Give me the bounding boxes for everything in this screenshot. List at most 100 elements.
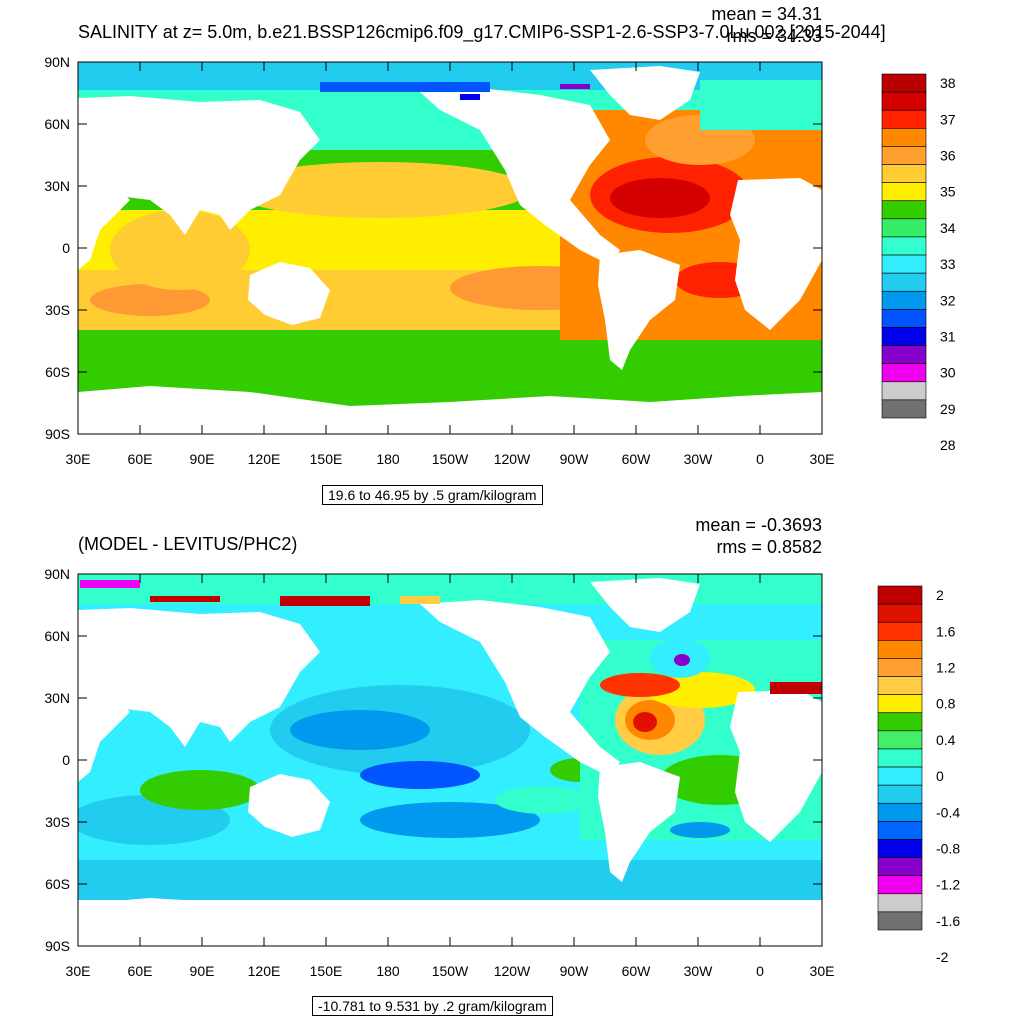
rms-label: rms = 0.8582 xyxy=(716,537,822,557)
colorbar-difference: 2 1.6 1.2 0.8 0.4 0 -0.4 -0.8 -1.2 -1.6 -2 xyxy=(877,585,960,965)
lon-tick-label: 60W xyxy=(622,451,652,467)
colorbar-swatch xyxy=(881,254,927,274)
map-axes: 90N 60N 30N 0 30S 60S 90S 30E 60E 90E 120E 150E 180 1… xyxy=(44,54,834,467)
colorbar-swatch xyxy=(881,327,927,346)
lon-tick-label: 30W xyxy=(684,963,714,979)
salinity-map xyxy=(78,62,822,434)
colorbar-label: 32 xyxy=(940,292,956,308)
colorbar-swatch xyxy=(881,200,927,220)
colorbar-swatch xyxy=(881,109,927,129)
colorbar-label: 1.6 xyxy=(936,623,956,639)
lon-tick-label: 60E xyxy=(128,963,153,979)
colorbar-swatch xyxy=(881,73,927,93)
lon-tick-label: 120E xyxy=(248,451,281,467)
colorbar-label: 2 xyxy=(936,587,944,603)
lon-tick-label: 30E xyxy=(66,963,91,979)
rms-label: rms = 34.33 xyxy=(726,26,822,46)
colorbar-label: 30 xyxy=(940,365,956,381)
colorbar-swatch xyxy=(877,603,923,623)
colorbar-label: -0.8 xyxy=(936,841,960,857)
lon-tick-label: 150W xyxy=(432,963,469,979)
lon-tick-label: 90W xyxy=(560,963,590,979)
colorbar-label: 38 xyxy=(940,75,956,91)
colorbar-swatch xyxy=(877,640,923,659)
lat-tick-label: 30N xyxy=(44,178,70,194)
colorbar-label: 34 xyxy=(940,220,956,236)
colorbar-swatch xyxy=(881,272,927,292)
lat-tick-label: 60S xyxy=(45,876,70,892)
colorbar-label: 0 xyxy=(936,768,944,784)
contour-caption: -10.781 to 9.531 by .2 gram/kilogram xyxy=(312,996,553,1016)
colorbar-swatch xyxy=(877,821,923,840)
colorbar-label: -0.4 xyxy=(936,804,960,820)
lon-tick-label: 90W xyxy=(560,451,590,467)
lon-tick-label: 0 xyxy=(756,451,764,467)
lon-tick-label: 180 xyxy=(376,963,400,979)
colorbar-label: 0.8 xyxy=(936,696,956,712)
contour-caption: 19.6 to 46.95 by .5 gram/kilogram xyxy=(322,485,543,505)
lon-tick-label: 30E xyxy=(810,963,835,979)
colorbar-swatch xyxy=(881,182,927,202)
colorbar-swatch xyxy=(877,857,923,876)
difference-map xyxy=(78,574,822,946)
lat-tick-label: 90S xyxy=(45,938,70,954)
colorbar-swatch xyxy=(877,730,923,750)
lat-tick-label: 0 xyxy=(62,752,70,768)
lon-tick-label: 90E xyxy=(190,963,215,979)
lon-tick-label: 30E xyxy=(810,451,835,467)
lat-tick-label: 60S xyxy=(45,364,70,380)
colorbar-label: 0.4 xyxy=(936,732,956,748)
panel-title: SALINITY at z= 5.0m, b.e21.BSSP126cmip6.… xyxy=(78,22,886,43)
colorbar-label: 29 xyxy=(940,401,956,417)
mean-label: mean = -0.3693 xyxy=(695,515,822,535)
colorbar-swatch xyxy=(877,694,923,714)
colorbar-swatch xyxy=(877,748,923,768)
lat-tick-label: 60N xyxy=(44,116,70,132)
colorbar-swatch xyxy=(877,658,923,677)
colorbar-swatch xyxy=(881,91,927,111)
lat-tick-label: 90S xyxy=(45,426,70,442)
lon-tick-label: 0 xyxy=(756,963,764,979)
colorbar-label: -1.6 xyxy=(936,913,960,929)
colorbar-swatch xyxy=(881,164,927,183)
lat-tick-label: 60N xyxy=(44,628,70,644)
lon-tick-label: 150E xyxy=(310,963,343,979)
colorbar-label: 28 xyxy=(940,437,956,453)
lon-tick-label: 120W xyxy=(494,451,531,467)
colorbar-label: 35 xyxy=(940,184,956,200)
mean-label: mean = 34.31 xyxy=(711,4,822,24)
lon-tick-label: 150W xyxy=(432,451,469,467)
lon-tick-label: 150E xyxy=(310,451,343,467)
colorbar-label: 1.2 xyxy=(936,659,956,675)
colorbar-swatch xyxy=(877,766,923,786)
colorbar-swatch xyxy=(877,911,923,931)
colorbar-swatch xyxy=(881,381,927,401)
lon-tick-label: 60E xyxy=(128,451,153,467)
lat-tick-label: 30N xyxy=(44,690,70,706)
panel-difference: (MODEL - LEVITUS/PHC2) mean = -0.3693 rm… xyxy=(44,515,960,979)
lon-tick-label: 30W xyxy=(684,451,714,467)
lon-tick-label: 120E xyxy=(248,963,281,979)
colorbar-swatch xyxy=(877,585,923,605)
colorbar-swatch xyxy=(877,893,923,913)
colorbar-label: 33 xyxy=(940,256,956,272)
colorbar-label: 31 xyxy=(940,329,956,345)
map-axes: 90N 60N 30N 0 30S 60S 90S 30E 60E 90E 120E 150E 180 1… xyxy=(44,566,834,979)
panel-salinity: SALINITY at z= 5.0m, b.e21.BSSP126cmip6.… xyxy=(44,4,955,467)
panel-title: (MODEL - LEVITUS/PHC2) xyxy=(78,534,297,554)
lon-tick-label: 180 xyxy=(376,451,400,467)
colorbar-swatch xyxy=(877,802,923,822)
lon-tick-label: 90E xyxy=(190,451,215,467)
lon-tick-label: 120W xyxy=(494,963,531,979)
colorbar-label: -1.2 xyxy=(936,877,960,893)
colorbar-swatch xyxy=(881,399,927,419)
colorbar-swatch xyxy=(881,363,927,383)
lon-tick-label: 30E xyxy=(66,451,91,467)
colorbar-swatch xyxy=(881,309,927,328)
lon-tick-label: 60W xyxy=(622,963,652,979)
colorbar-swatch xyxy=(881,345,927,364)
lat-tick-label: 90N xyxy=(44,566,70,582)
lat-tick-label: 30S xyxy=(45,302,70,318)
